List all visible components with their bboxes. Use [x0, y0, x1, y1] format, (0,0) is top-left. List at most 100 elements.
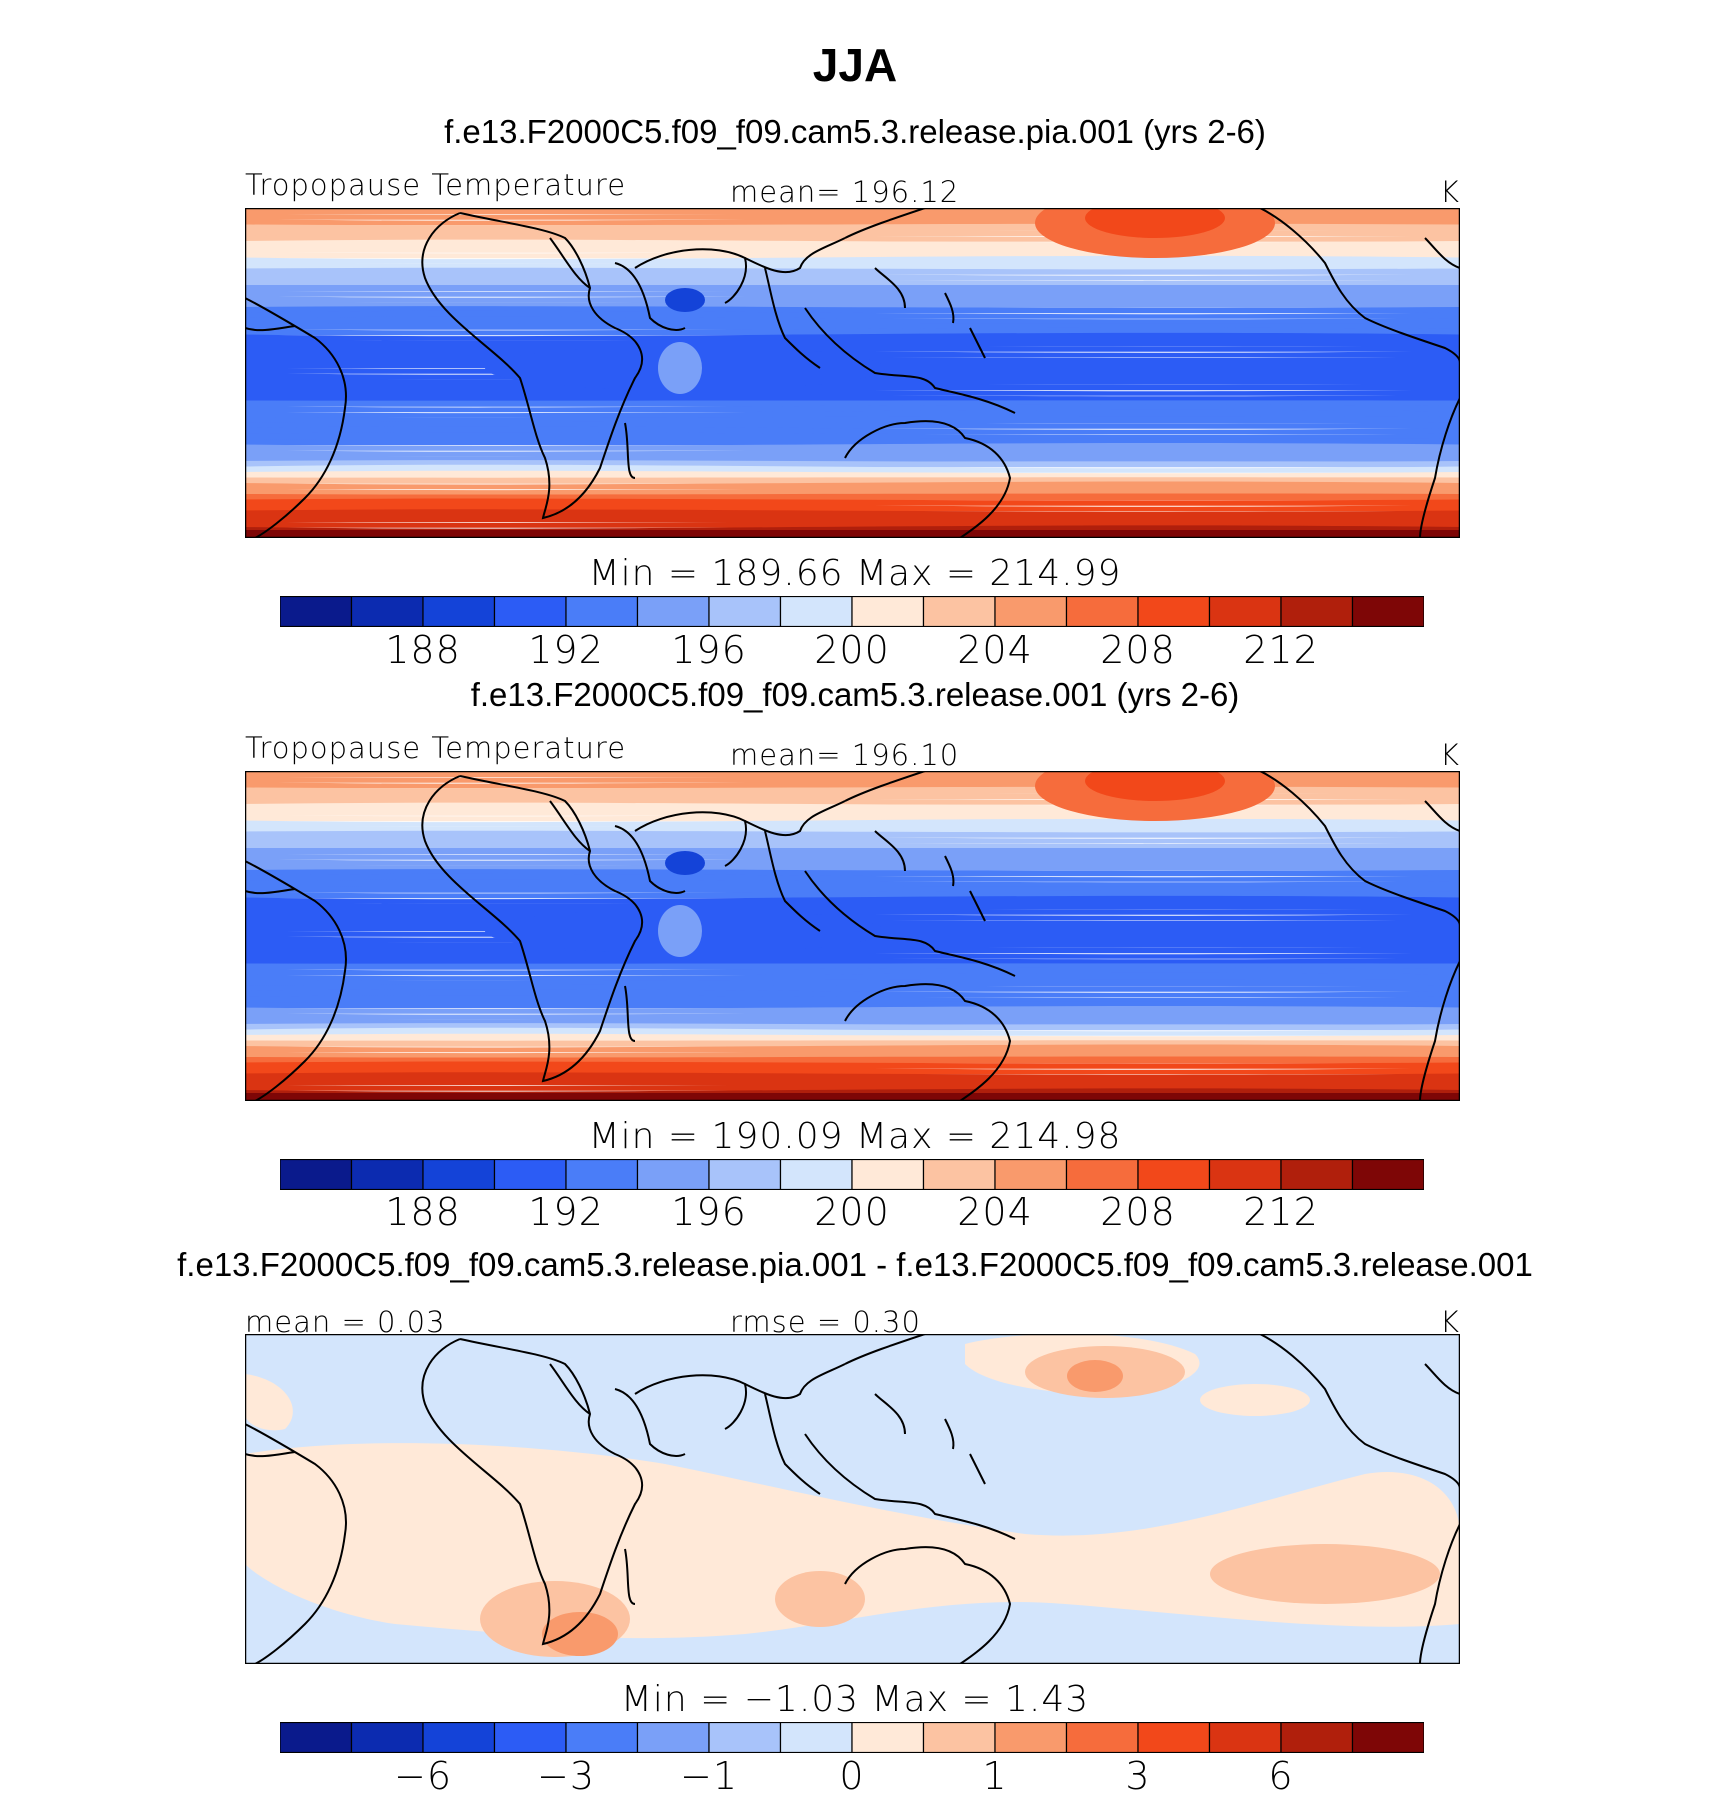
panel-2-light-patch: [658, 905, 702, 957]
panel-2-warm-core: [1085, 771, 1225, 801]
panel-3-colorbar-box: [1137, 1722, 1211, 1753]
panel-1-coastline: [804, 307, 1016, 414]
panel-1-coastline: [844, 208, 926, 239]
panel-2-colorbar-tick: 208: [1100, 1190, 1176, 1234]
panel-2-coastline: [764, 830, 821, 932]
panel-3-coastline: [549, 1363, 591, 1415]
panel-3-colorbar-box: [851, 1722, 925, 1753]
panel-3-coastline: [1424, 1363, 1460, 1395]
panel-1-colorbar-box: [565, 596, 639, 627]
panel-1-colorbar-box: [422, 596, 496, 627]
panel-2-colorbar-box: [1280, 1159, 1354, 1190]
panel-2-colorbar: [280, 1159, 1424, 1190]
panel-2-contour-band: [245, 989, 1460, 998]
panel-1-contour-band: [245, 332, 1460, 341]
panel-2-southern-edge: [245, 1093, 1460, 1101]
panel-2-coastline: [944, 855, 986, 922]
panel-2-contour-band: [245, 972, 1460, 981]
panel-2-colorbar-box: [422, 1159, 496, 1190]
panel-1-colorbar-box: [1065, 596, 1139, 627]
panel-2-colorbar-box: [779, 1159, 853, 1190]
panel-1-coastline: [245, 325, 296, 332]
panel-2-colorbar-box: [565, 1159, 639, 1190]
panel-2-coastline: [614, 825, 686, 894]
panel-1-colorbar: [280, 596, 1424, 627]
panel-2-colorbar-box: [493, 1159, 567, 1190]
panel-2-case-title: f.e13.F2000C5.f09_f09.cam5.3.release.001…: [470, 676, 1240, 713]
panel-3-map: [245, 1334, 1460, 1664]
panel-1-contour-band: [245, 278, 1460, 286]
panel-1-contour-band: [245, 426, 1460, 435]
panel-3-colorbar-box: [350, 1722, 424, 1753]
panel-1-colorbar-tick: 192: [528, 628, 604, 672]
panel-2-map: [245, 771, 1460, 1101]
panel-1-map-frame: [245, 208, 1460, 538]
panel-1-contour-band: [245, 300, 1460, 308]
panel-3-colorbar-box: [280, 1722, 353, 1753]
panel-3-colorbar-box: [1065, 1722, 1139, 1753]
panel-1-colorbar-box: [1351, 596, 1424, 627]
panel-2-colorbar-box: [994, 1159, 1068, 1190]
panel-2-colorbar-box: [1137, 1159, 1211, 1190]
panel-1-coastline: [944, 292, 986, 359]
panel-2-contour-band: [245, 863, 1460, 871]
panel-2-variable-label: Tropopause Temperature: [245, 731, 627, 765]
panel-2-contour-band: [245, 825, 1460, 833]
panel-3-anomaly-positive: [1200, 1384, 1310, 1416]
panel-3-coastline: [421, 1338, 644, 1646]
panel-1-case-title: f.e13.F2000C5.f09_f09.cam5.3.release.pia…: [444, 113, 1266, 150]
panel-2-colorbar-box: [280, 1159, 353, 1190]
panel-2-colorbar-tick: 204: [957, 1190, 1033, 1234]
panel-1-colorbar-box: [1208, 596, 1282, 627]
panel-3-colorbar-box: [422, 1722, 496, 1753]
panel-1-warm-core: [1085, 208, 1225, 238]
panel-2-map-frame: [245, 771, 1460, 1101]
panel-2-coastline: [804, 870, 1016, 977]
panel-2-contour-band: [245, 902, 1460, 910]
panel-3-colorbar-tick: 1: [982, 1754, 1008, 1798]
panel-2-coastline: [744, 800, 846, 837]
panel-3-coastline: [245, 1423, 347, 1664]
panel-3-coastline: [744, 1363, 846, 1400]
panel-1-variable-label: Tropopause Temperature: [245, 168, 627, 202]
panel-3-colorbar-box: [1351, 1722, 1424, 1753]
panel-1-coastline: [549, 237, 591, 289]
panel-3-colorbar-box: [565, 1722, 639, 1753]
panel-3-units-label: K: [1440, 1305, 1461, 1339]
panel-2-contour-band: [245, 857, 1460, 866]
panel-2-coastline: [421, 775, 644, 1083]
panel-1-colorbar-tick: 196: [671, 628, 747, 672]
panel-2-colorbar-box: [1351, 1159, 1424, 1190]
panel-2-coastline: [844, 771, 926, 802]
panel-3-anomaly-north-pacific-core: [1067, 1360, 1123, 1392]
panel-1-coastline: [744, 237, 846, 274]
panel-2-units-label: K: [1440, 738, 1461, 772]
panel-1-southern-edge: [245, 530, 1460, 538]
panel-3-colorbar-box: [636, 1722, 710, 1753]
panel-3-coastline: [844, 1334, 926, 1365]
panel-1-minmax: Min = 189.66 Max = 214.99: [588, 553, 1122, 594]
panel-1-light-patch: [658, 342, 702, 394]
panel-1-coastline: [764, 267, 821, 369]
panel-2-colorbar-box: [1065, 1159, 1139, 1190]
panel-1-coastline: [614, 262, 686, 331]
panel-3-minmax: Min = −1.03 Max = 1.43: [620, 1679, 1090, 1720]
panel-2-coastline: [549, 800, 591, 852]
panel-3-colorbar-box: [1280, 1722, 1354, 1753]
panel-3-colorbar-tick: −1: [679, 1754, 739, 1798]
panel-2-mean-label: mean= 196.10: [730, 738, 960, 772]
panel-3-colorbar-box: [1208, 1722, 1282, 1753]
panel-1-colorbar-box: [922, 596, 996, 627]
panel-3-rmse-label: rmse = 0.30: [730, 1305, 921, 1339]
panel-2-colorbar-box: [636, 1159, 710, 1190]
panel-1-contour-band: [245, 448, 1460, 457]
panel-1-colorbar-box: [851, 596, 925, 627]
panel-1-colorbar-box: [708, 596, 782, 627]
panel-2-colorbar-box: [350, 1159, 424, 1190]
panel-1-colorbar-tick: 212: [1243, 628, 1319, 672]
panel-1-units-label: K: [1440, 175, 1461, 209]
panel-2-contour-band: [245, 1072, 1460, 1080]
panel-1-colorbar-tick: 200: [814, 628, 890, 672]
panel-2-contour-band: [245, 1066, 1460, 1075]
panel-3-colorbar-box: [922, 1722, 996, 1753]
